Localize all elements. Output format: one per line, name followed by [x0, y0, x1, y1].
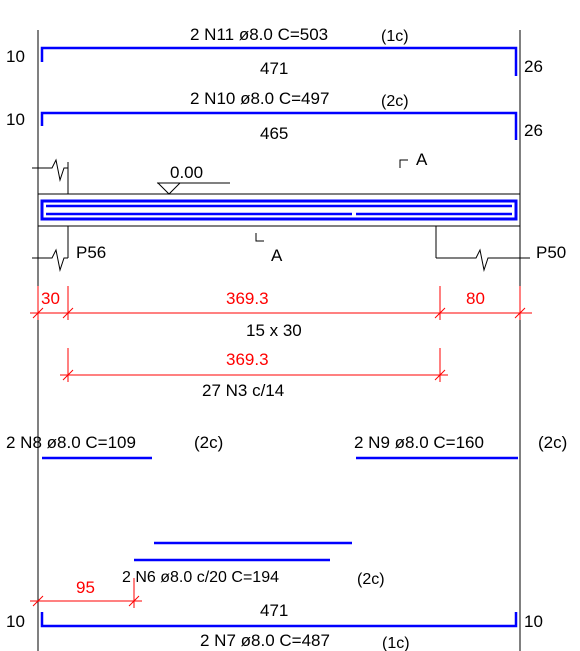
stirrups-desc: 27 N3 c/14 — [202, 381, 284, 400]
beam-rebar-gap — [352, 212, 356, 216]
n9-layer: (2c) — [538, 433, 567, 452]
top-bar-1-layer: (1c) — [381, 28, 409, 45]
bottom-length: 471 — [260, 601, 288, 620]
bottom-desc: 2 N7 ø8.0 C=487 — [200, 631, 330, 650]
bottom-right-hook: 10 — [524, 612, 543, 631]
support-left-label: P56 — [76, 243, 106, 262]
n8-desc: 2 N8 ø8.0 C=109 — [6, 433, 136, 452]
n8-layer: (2c) — [194, 433, 223, 452]
top-bar-1 — [40, 46, 518, 76]
section-mark-top-icon — [399, 159, 408, 168]
bottom-layer: (1c) — [382, 635, 410, 651]
n6-layer: (2c) — [357, 571, 385, 588]
dim-tick-3 — [434, 307, 446, 319]
section-label-top: A — [416, 150, 428, 169]
dim-n6-value: 95 — [76, 578, 95, 597]
top-bar-2-layer: (2c) — [381, 93, 409, 110]
level-label: 0.00 — [170, 163, 203, 182]
top-bar-2-length: 465 — [260, 124, 288, 143]
dim-n6-tick-right — [128, 595, 140, 607]
support-right-label: P50 — [536, 243, 566, 262]
dim-tick-2 — [62, 307, 74, 319]
top-bar-1-left-hook: 10 — [6, 47, 25, 66]
dim-right-value: 80 — [466, 289, 485, 308]
dim-tick-1 — [32, 307, 44, 319]
bottom-left-hook: 10 — [6, 612, 25, 631]
bottom-bar — [40, 612, 518, 628]
section-mark-bottom-icon — [255, 233, 264, 242]
section-label-bottom: A — [271, 246, 283, 265]
left-column-break-bottom — [32, 248, 68, 272]
dim-n6-tick-left — [32, 595, 44, 607]
top-bar-1-right-hook: 26 — [524, 57, 543, 76]
right-column-break — [436, 248, 530, 272]
top-bar-1-length: 471 — [260, 59, 288, 78]
dim-left-value: 30 — [41, 289, 60, 308]
top-bar-2-desc: 2 N10 ø8.0 C=497 — [190, 89, 329, 108]
dim-tick-4 — [514, 307, 526, 319]
dim-stirrups-value: 369.3 — [226, 350, 269, 369]
dim-span-value: 369.3 — [226, 289, 269, 308]
left-column-break-top — [32, 158, 68, 182]
n9-desc: 2 N9 ø8.0 C=160 — [354, 433, 484, 452]
top-bar-2 — [40, 111, 518, 140]
top-bar-2-right-hook: 26 — [524, 121, 543, 140]
dim-stirrups-tick-left — [62, 369, 74, 381]
dim-stirrups-tick-right — [434, 369, 446, 381]
n6-desc: 2 N6 ø8.0 c/20 C=194 — [122, 569, 279, 586]
beam-rebar-outline — [40, 199, 518, 221]
level-triangle-icon — [156, 182, 182, 195]
top-bar-1-desc: 2 N11 ø8.0 C=503 — [190, 25, 328, 44]
top-bar-2-left-hook: 10 — [6, 110, 25, 129]
dim-stirrup-spacing-label: 15 x 30 — [246, 321, 302, 340]
